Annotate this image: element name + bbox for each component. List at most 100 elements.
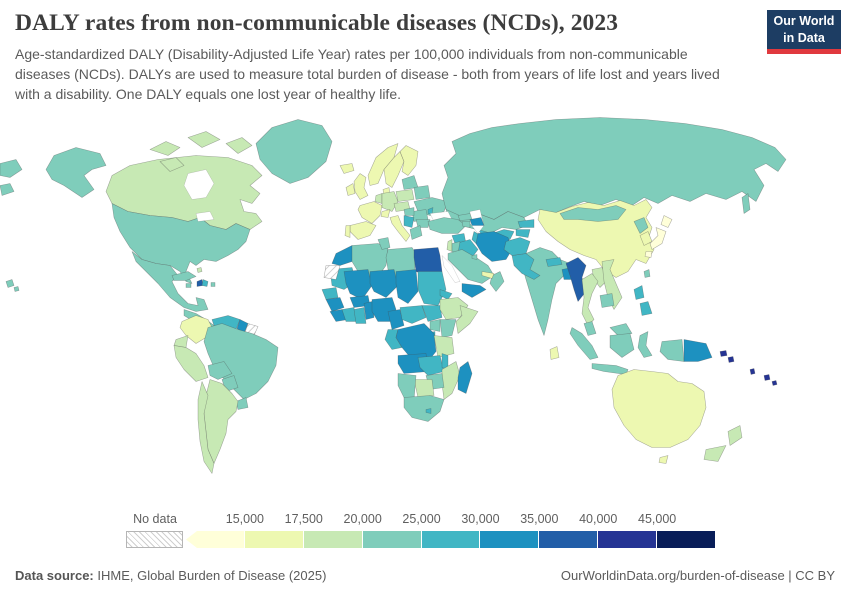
country-botswana[interactable]	[413, 379, 435, 398]
country-indonesia-kalimantan[interactable]	[609, 333, 635, 358]
country-canada-arctic-1[interactable]	[149, 141, 181, 156]
country-armenia[interactable]	[461, 221, 471, 228]
country-australia[interactable]	[611, 369, 707, 448]
country-pakistan[interactable]	[511, 253, 541, 280]
footer-credit[interactable]: OurWorldinData.org/burden-of-disease | C…	[560, 568, 835, 583]
country-niger[interactable]	[369, 269, 399, 298]
country-tunisia[interactable]	[377, 237, 391, 250]
country-mongolia[interactable]	[559, 205, 627, 222]
country-western-sahara[interactable]	[323, 265, 341, 280]
legend-bin[interactable]	[421, 531, 481, 548]
country-portugal[interactable]	[344, 225, 351, 238]
legend-bin[interactable]	[657, 531, 716, 548]
country-united-arab-emirates[interactable]	[481, 271, 495, 279]
country-russia-wrap-2[interactable]	[0, 183, 15, 196]
country-russia-wrap-1[interactable]	[0, 159, 23, 178]
country-namibia[interactable]	[397, 373, 417, 400]
country-argentina[interactable]	[203, 379, 239, 464]
legend-bin[interactable]	[186, 531, 245, 548]
country-brazil[interactable]	[203, 323, 279, 400]
country-bulgaria[interactable]	[415, 219, 431, 228]
country-spain[interactable]	[349, 221, 377, 240]
country-hawaii[interactable]	[5, 279, 20, 292]
country-senegal[interactable]	[321, 287, 339, 300]
country-thailand[interactable]	[581, 273, 599, 326]
country-canada-arctic-2[interactable]	[187, 131, 221, 148]
country-ireland[interactable]	[345, 183, 356, 196]
country-greece[interactable]	[409, 225, 423, 240]
country-india[interactable]	[521, 247, 571, 336]
country-united-kingdom[interactable]	[353, 173, 369, 200]
country-iran[interactable]	[475, 231, 513, 262]
country-cuba[interactable]	[171, 271, 197, 281]
country-indonesia-sumatra[interactable]	[569, 327, 599, 360]
country-cameroon[interactable]	[387, 309, 405, 330]
country-canada[interactable]	[105, 155, 263, 230]
country-bahamas[interactable]	[196, 267, 203, 273]
country-philippines-luzon[interactable]	[633, 285, 645, 300]
country-dominican-republic[interactable]	[201, 279, 209, 287]
country-south-africa[interactable]	[403, 395, 445, 422]
country-central-african-republic[interactable]	[399, 305, 427, 324]
country-fiji[interactable]	[763, 374, 778, 386]
country-turkey[interactable]	[427, 217, 467, 234]
country-indonesia-sulawesi[interactable]	[637, 331, 653, 358]
legend-bin[interactable]	[244, 531, 304, 548]
country-bolivia[interactable]	[207, 361, 233, 380]
country-yemen[interactable]	[461, 283, 487, 298]
country-russia-sakhalin[interactable]	[741, 193, 751, 214]
country-south-sudan[interactable]	[421, 305, 443, 322]
country-hungary[interactable]	[403, 207, 415, 216]
legend-bin[interactable]	[480, 531, 540, 548]
country-papua-new-guinea[interactable]	[683, 339, 713, 362]
country-iceland[interactable]	[339, 163, 355, 174]
country-benin[interactable]	[363, 301, 375, 320]
country-chad[interactable]	[395, 269, 419, 304]
country-japan-kyushu[interactable]	[644, 251, 653, 258]
country-sweden[interactable]	[383, 151, 405, 188]
country-oman[interactable]	[489, 271, 505, 292]
country-tasmania[interactable]	[658, 455, 669, 464]
country-uruguay[interactable]	[235, 397, 249, 410]
country-zambia[interactable]	[417, 355, 445, 376]
legend-bin[interactable]	[303, 531, 363, 548]
country-jamaica[interactable]	[185, 283, 192, 288]
country-nepal[interactable]	[545, 257, 563, 267]
no-data-swatch[interactable]	[126, 531, 183, 548]
country-alaska[interactable]	[45, 147, 107, 198]
country-france[interactable]	[357, 201, 383, 224]
country-guinea[interactable]	[325, 297, 345, 312]
country-kuwait[interactable]	[471, 254, 478, 260]
country-vanuatu[interactable]	[749, 368, 756, 375]
country-somalia[interactable]	[455, 305, 479, 334]
country-tajikistan[interactable]	[515, 229, 531, 238]
country-puerto-rico[interactable]	[210, 282, 216, 287]
country-indonesia-java[interactable]	[591, 363, 629, 375]
country-madagascar[interactable]	[457, 361, 473, 394]
country-greenland[interactable]	[255, 119, 333, 184]
legend-bin[interactable]	[539, 531, 599, 548]
country-new-zealand-south[interactable]	[703, 445, 727, 462]
country-japan-honshu[interactable]	[649, 227, 667, 250]
country-taiwan[interactable]	[643, 269, 651, 278]
country-peru[interactable]	[173, 345, 209, 382]
country-poland[interactable]	[395, 189, 415, 202]
country-new-zealand-north[interactable]	[727, 425, 743, 446]
country-serbia[interactable]	[403, 215, 415, 228]
country-azerbaijan[interactable]	[469, 217, 485, 226]
country-afghanistan[interactable]	[503, 237, 531, 256]
country-solomon-islands[interactable]	[719, 350, 735, 363]
country-canada-arctic-3[interactable]	[225, 137, 253, 154]
legend-bin[interactable]	[598, 531, 657, 548]
country-belarus[interactable]	[413, 185, 431, 200]
country-malaysia-borneo[interactable]	[609, 323, 633, 336]
country-kenya[interactable]	[439, 319, 457, 338]
country-tanzania[interactable]	[433, 335, 455, 358]
country-philippines-mindanao[interactable]	[639, 301, 653, 316]
country-netherlands[interactable]	[374, 193, 383, 204]
country-malaysia-peninsula[interactable]	[583, 321, 597, 336]
country-cambodia[interactable]	[599, 293, 615, 308]
country-lesotho[interactable]	[425, 408, 432, 414]
country-mexico[interactable]	[131, 251, 209, 312]
country-chile[interactable]	[197, 381, 215, 474]
